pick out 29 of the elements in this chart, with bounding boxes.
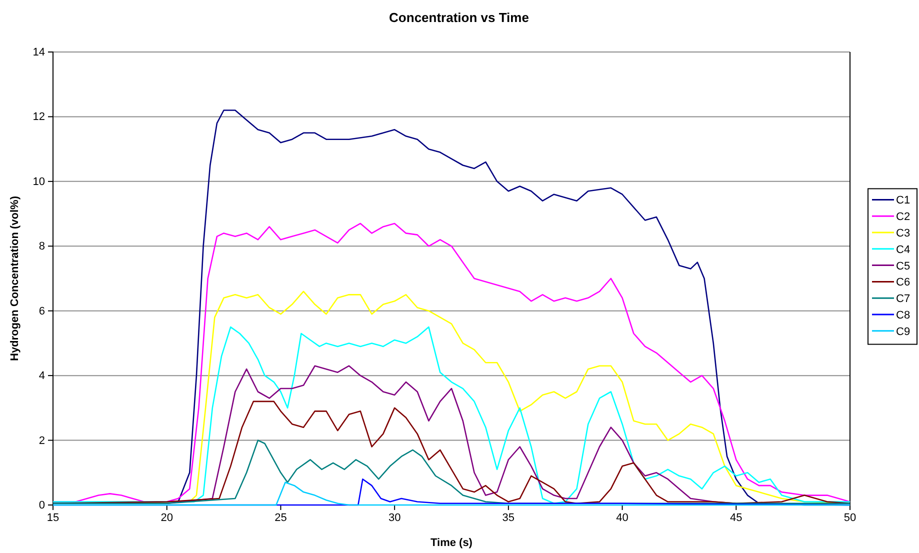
legend-label: C7 (896, 293, 910, 306)
chart-title: Concentration vs Time (389, 10, 529, 25)
legend-label: C1 (896, 194, 910, 207)
y-tick-label: 14 (32, 46, 45, 59)
y-tick-label: 12 (32, 111, 45, 124)
x-tick-label: 45 (730, 512, 742, 524)
x-tick-label: 40 (616, 512, 628, 524)
legend-label: C5 (896, 260, 910, 272)
legend-label: C8 (896, 310, 910, 322)
x-tick-label: 15 (46, 512, 60, 524)
line-series (52, 326, 851, 504)
legend-label: C3 (896, 228, 910, 240)
x-axis-title: Time (s) (430, 537, 473, 549)
legend-label: C4 (896, 244, 910, 256)
x-tick-label: 25 (274, 512, 287, 524)
y-tick-label: 2 (38, 434, 45, 447)
y-tick-label: 10 (32, 176, 45, 188)
y-tick-label: 4 (38, 370, 45, 382)
x-tick-label: 30 (388, 512, 401, 524)
legend-label: C6 (896, 276, 910, 289)
legend-label: C2 (896, 211, 910, 224)
y-axis-title: Hydrogen Concentration (vol%) (9, 196, 21, 362)
x-tick-label: 50 (844, 512, 856, 524)
x-tick-label: 20 (160, 512, 173, 524)
y-tick-label: 0 (38, 500, 45, 512)
x-tick-label: 35 (502, 512, 515, 524)
legend-label: C9 (896, 326, 910, 338)
y-tick-label: 6 (38, 305, 45, 318)
y-tick-label: 8 (38, 240, 45, 253)
